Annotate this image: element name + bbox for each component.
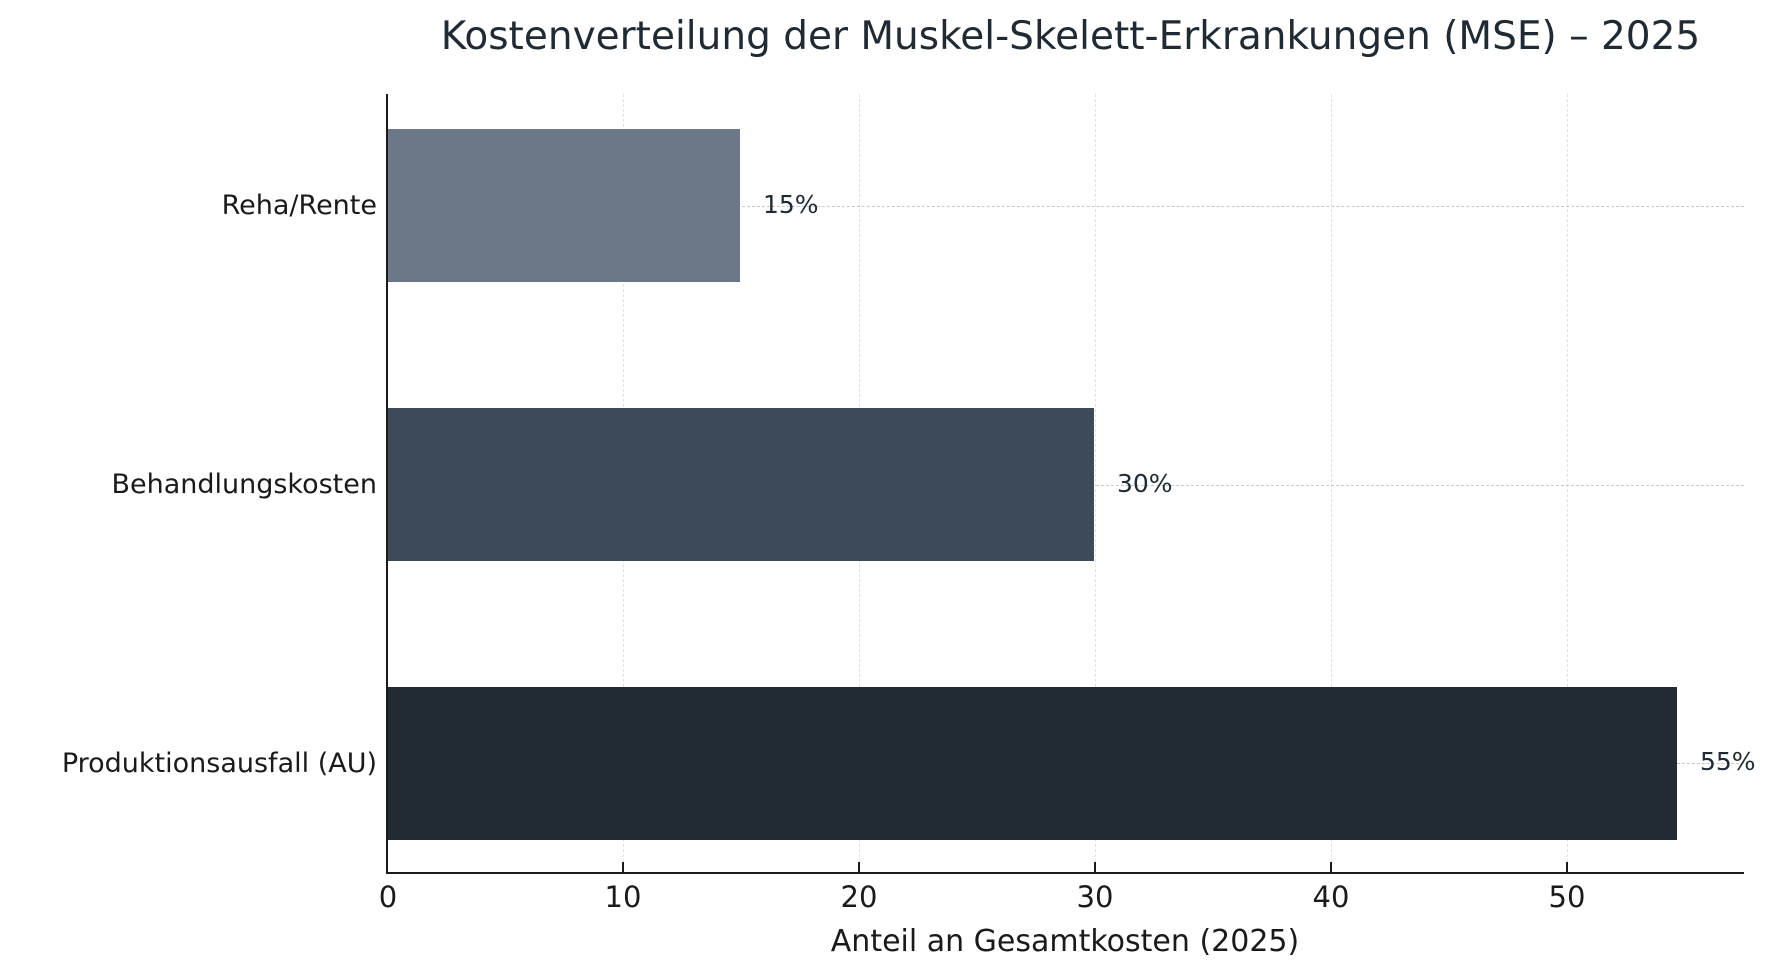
x-tick-label-20: 20 [840,880,878,914]
value-label-behandlungskosten: 30% [1117,469,1173,498]
x-tick-label-10: 10 [604,880,642,914]
x-tick-label-30: 30 [1076,880,1114,914]
x-tick-40 [1330,862,1332,872]
x-tick-label-50: 50 [1548,880,1586,914]
y-axis-line [386,94,388,874]
value-label-produktionsausfall: 55% [1700,747,1756,776]
category-label-produktionsausfall: Produktionsausfall (AU) [61,748,377,779]
bar-behandlungskosten [388,408,1094,561]
x-tick-label-40: 40 [1312,880,1350,914]
bar-reha-rente [388,129,740,282]
chart-title: Kostenverteilung der Muskel-Skelett-Erkr… [440,14,1701,59]
x-tick-label-0: 0 [378,880,398,914]
category-label-reha-rente: Reha/Rente [221,190,377,221]
x-tick-30 [1094,862,1096,872]
bar-produktionsausfall [388,687,1677,840]
x-tick-0 [386,862,388,872]
grid-line-30 [1095,94,1096,872]
value-label-reha-rente: 15% [763,190,819,219]
grid-line-40 [1331,94,1332,872]
guide-line-produktion [1677,763,1744,764]
x-tick-10 [622,862,624,872]
guide-line-reha [742,206,1744,207]
guide-line-behandlung [1096,485,1744,486]
x-axis-label: Anteil an Gesamtkosten (2025) [830,924,1300,959]
x-tick-50 [1566,862,1568,872]
category-label-behandlungskosten: Behandlungskosten [111,469,377,500]
x-axis-line [386,872,1744,874]
grid-line-50 [1567,94,1568,872]
x-tick-20 [858,862,860,872]
